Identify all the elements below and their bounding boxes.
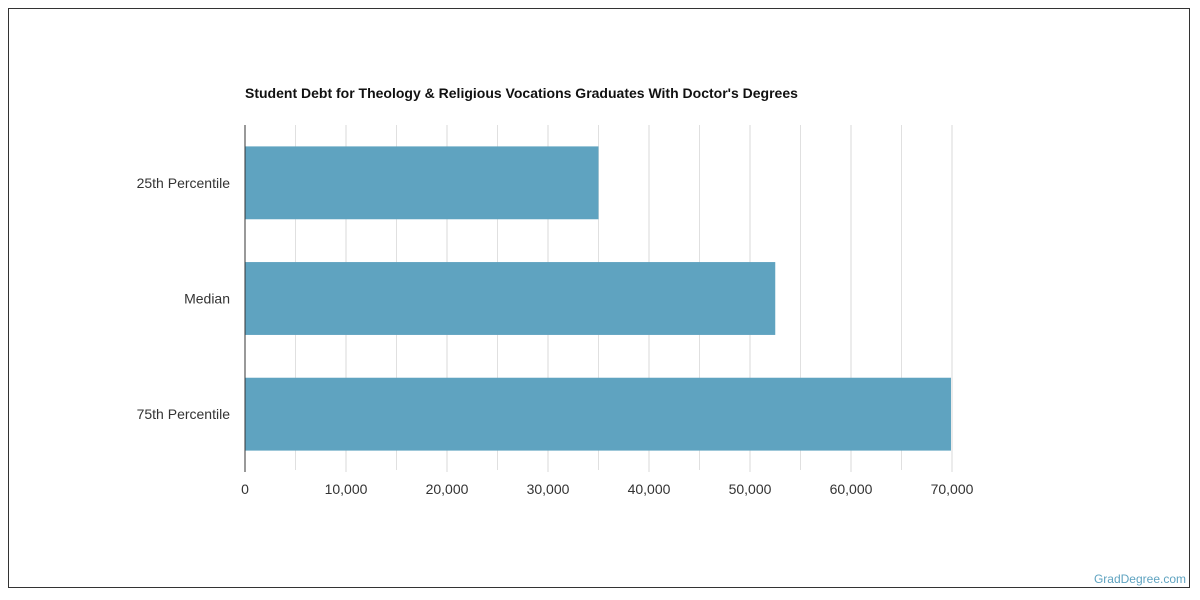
bar-75th-percentile — [245, 377, 951, 451]
x-tick-label: 60,000 — [830, 481, 873, 497]
source-credit[interactable]: GradDegree.com — [1093, 572, 1186, 586]
x-tick-label: 30,000 — [527, 481, 570, 497]
x-tick-label: 10,000 — [325, 481, 368, 497]
bar-25th-percentile — [245, 146, 599, 220]
chart-title: Student Debt for Theology & Religious Vo… — [245, 85, 798, 101]
x-tick-label: 20,000 — [426, 481, 469, 497]
labels: 25th Percentile Median 75th Percentile 0 10,… — [137, 175, 974, 497]
y-tick-label: 25th Percentile — [137, 175, 231, 191]
x-tick-label: 0 — [241, 481, 249, 497]
y-tick-label: 75th Percentile — [137, 406, 231, 422]
bars — [245, 146, 951, 451]
x-tick-label: 40,000 — [628, 481, 671, 497]
x-tick-label: 50,000 — [729, 481, 772, 497]
bar-median — [245, 262, 776, 335]
y-tick-label: Median — [184, 291, 230, 307]
x-tick-label: 70,000 — [931, 481, 974, 497]
